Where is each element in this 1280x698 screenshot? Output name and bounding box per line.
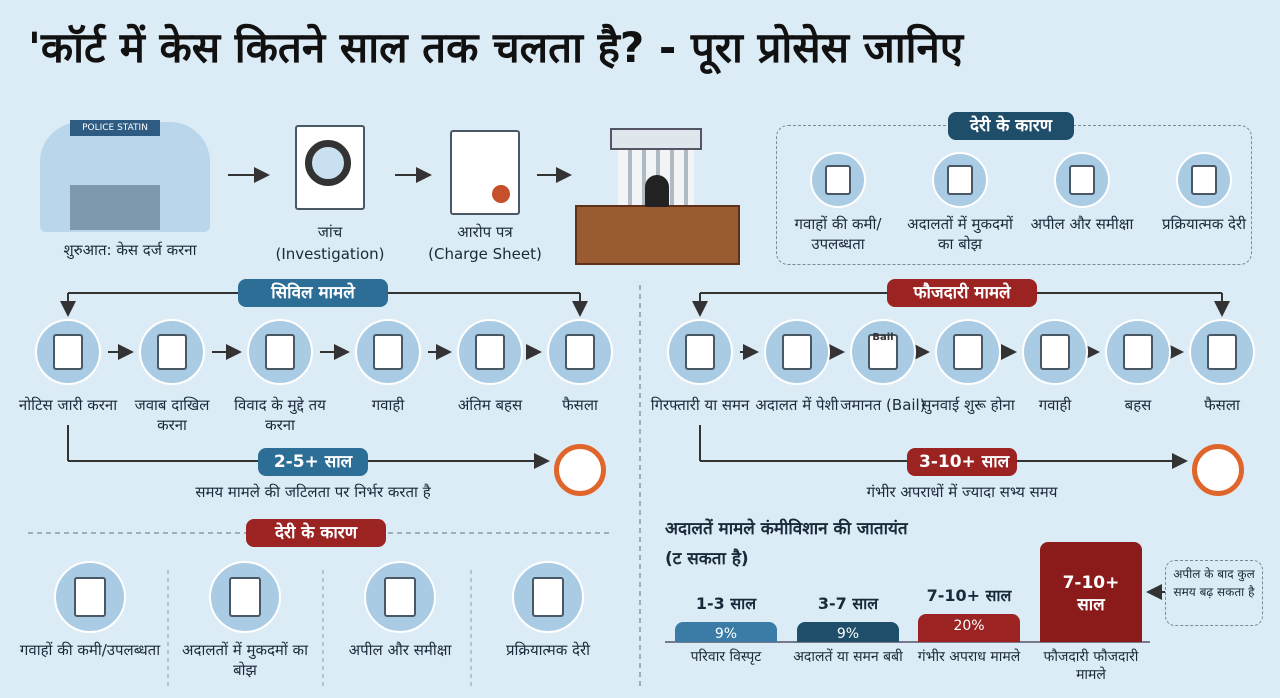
duration-note: गंभीर अपराधों में ज्यादा सभ्य समय [866, 483, 1058, 501]
step-icon [364, 561, 436, 633]
step-label: बहस [1124, 396, 1152, 414]
court-bench [575, 205, 740, 265]
comparison-bar [918, 614, 1020, 642]
step-icon [54, 561, 126, 633]
icon-document [373, 333, 403, 371]
step-label: फैसला [1204, 396, 1240, 414]
step-label: अदालत में पेशी [755, 396, 839, 414]
step-icon [764, 319, 830, 385]
section-pill: सिविल मामले [238, 279, 388, 307]
reason-label: गवाहों की कमी/उपलब्धता [19, 641, 161, 659]
bar-label: अदालतें या समन बबी [793, 649, 903, 665]
reason-label: प्रक्रियात्मक देरी [1162, 215, 1246, 233]
bar-label: फौजदारी फौजदारी मामले [1043, 649, 1139, 683]
icon-document [157, 333, 187, 371]
step-sublabel: (Charge Sheet) [428, 245, 542, 263]
comparison-title: अदालतें मामले कंमीविशान की जातायंत [665, 519, 908, 539]
clock-icon [1192, 444, 1244, 496]
clock-icon [554, 444, 606, 496]
comparison-bar [797, 622, 899, 642]
icon-document [1069, 164, 1095, 196]
step-label: अंतिम बहस [457, 396, 523, 414]
reason-label: अपील और समीक्षा [1030, 215, 1134, 233]
step-label: गवाही [1038, 396, 1072, 414]
icon-document [825, 164, 851, 196]
charge-sheet [450, 130, 520, 215]
bar-years: 7-10+ साल [1062, 573, 1120, 615]
icon-document [531, 577, 565, 617]
police-desk [70, 185, 160, 230]
bar-label: गंभीर अपराध मामले [917, 649, 1021, 665]
seal [492, 185, 510, 203]
comparison-bar [675, 622, 777, 642]
reason-label: गवाहों की कमी/उपलब्धता [794, 215, 882, 253]
comparison-bar [1040, 542, 1142, 642]
step-label: आरोप पत्र [457, 223, 513, 241]
step-label: विवाद के मुद्दे तय करना [234, 396, 326, 434]
step-label: शुरुआत: केस दर्ज करना [63, 241, 197, 259]
court-roof [610, 128, 702, 150]
bar-years: 3-7 साल [817, 594, 879, 613]
icon-document [1191, 164, 1217, 196]
reason-label: अदालतों में मुकदमों का बोझ [907, 215, 1013, 253]
reason-label: प्रक्रियात्मक देरी [506, 641, 590, 659]
reason-label: अदालतों में मुकदमों का बोझ [182, 641, 308, 679]
step-label: नोटिस जारी करना [18, 396, 118, 414]
icon-document [383, 577, 417, 617]
police-sign: POLICE STATIN [70, 120, 160, 136]
section-pill: देरी के कारण [948, 112, 1074, 140]
step-label: गिरफ्तारी या समन [650, 396, 750, 414]
icon-document [53, 333, 83, 371]
aside-note: अपील के बाद कुल समय बढ़ सकता है [1165, 560, 1263, 626]
step-icon [547, 319, 613, 385]
bar-percent: 9% [714, 626, 738, 642]
icon-document [947, 164, 973, 196]
reason-label: अपील और समीक्षा [348, 641, 452, 659]
icon-document [782, 333, 812, 371]
icon-document [868, 333, 898, 371]
bar-label: परिवार विस्पृट [690, 649, 762, 665]
icon-document [1040, 333, 1070, 371]
section-pill: देरी के कारण [246, 519, 386, 547]
section-pill: फौजदारी मामले [887, 279, 1037, 307]
icon-document [265, 333, 295, 371]
step-label: फैसला [562, 396, 598, 414]
bail-tag: Bail [872, 332, 894, 343]
duration-pill: 2-5+ साल [258, 448, 368, 476]
magnifier [305, 140, 351, 186]
step-label: जांच [317, 223, 343, 241]
bar-percent: 20% [953, 618, 985, 634]
icon-document [1123, 333, 1153, 371]
judge [645, 175, 669, 207]
comparison-subtitle: (ट सकता है) [665, 549, 749, 569]
icon-document [73, 577, 107, 617]
icon-document [475, 333, 505, 371]
step-label: गवाही [371, 396, 405, 414]
duration-pill: 3-10+ साल [907, 448, 1017, 476]
icon-document [565, 333, 595, 371]
step-label: जमानत (Bail) [840, 396, 926, 414]
icon-document [685, 333, 715, 371]
main-title: 'कॉर्ट में केस कितने साल तक चलता है? - प… [28, 23, 964, 72]
bar-percent: 9% [836, 626, 860, 642]
step-sublabel: (Investigation) [275, 245, 385, 263]
duration-note: समय मामले की जटिलता पर निर्भर करता है [195, 483, 431, 501]
bar-years: 1-3 साल [695, 594, 757, 613]
icon-document [228, 577, 262, 617]
icon-document [1207, 333, 1237, 371]
icon-document [953, 333, 983, 371]
step-label: सुनवाई शुरू होना [921, 396, 1015, 414]
step-label: जवाब दाखिल करना [134, 396, 210, 434]
bar-years: 7-10+ साल [926, 586, 1012, 605]
